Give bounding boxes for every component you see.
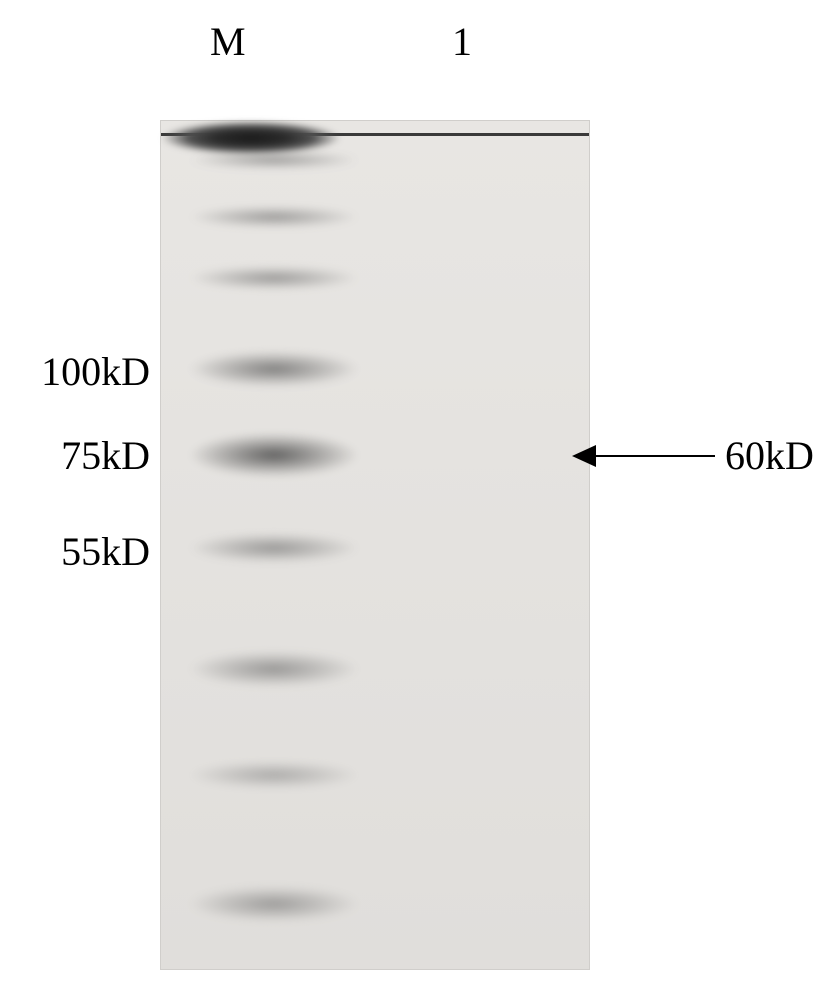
marker-band (189, 351, 359, 387)
arrow-head-icon (572, 445, 596, 467)
mw-label-100kd: 100kD (10, 348, 150, 395)
marker-band (189, 761, 359, 789)
mw-label-55kd: 55kD (10, 528, 150, 575)
mw-label-75kd: 75kD (10, 432, 150, 479)
marker-band (189, 533, 359, 563)
gel-image (160, 120, 590, 970)
lane-header-sample: 1 (452, 18, 472, 65)
target-label-60kd: 60kD (725, 432, 814, 479)
marker-band (189, 433, 359, 477)
marker-band (189, 651, 359, 687)
sample-band-60kd (161, 121, 341, 155)
marker-band (189, 886, 359, 922)
arrow-line (595, 455, 715, 457)
lane-header-marker: M (210, 18, 246, 65)
marker-band (189, 266, 359, 290)
marker-band (189, 206, 359, 228)
